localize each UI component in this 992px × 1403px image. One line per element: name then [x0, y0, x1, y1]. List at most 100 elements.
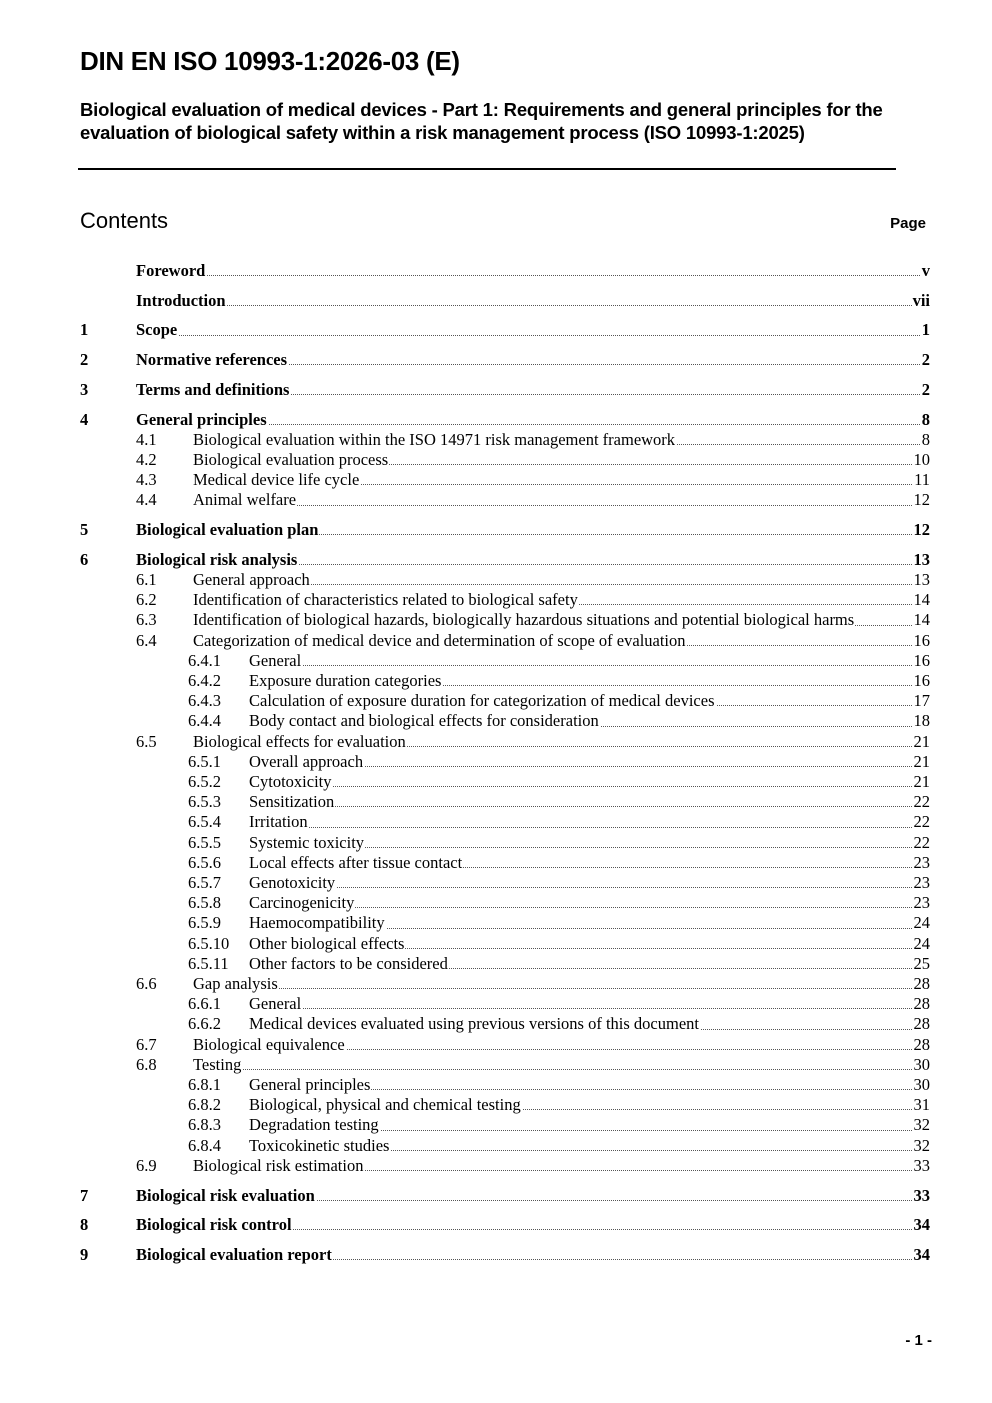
toc-entry-page[interactable]: 33: [912, 1155, 930, 1177]
toc-entry-page[interactable]: 32: [912, 1115, 930, 1136]
toc-entry-page[interactable]: 16: [912, 650, 930, 671]
toc-entry[interactable]: 6.4 Categorization of medical device and …: [80, 630, 930, 651]
toc-entry-title[interactable]: General principles: [249, 1075, 372, 1095]
toc-entry[interactable]: 6.5.6 Local effects after tissue contact 2…: [80, 852, 930, 873]
toc-entry[interactable]: 6.5.7 Genotoxicity 23: [80, 872, 930, 894]
toc-entry[interactable]: 6.5.3 Sensitization 22: [80, 792, 930, 813]
toc-entry-title[interactable]: General: [249, 650, 303, 670]
toc-entry[interactable]: 2 Normative references 2: [80, 350, 930, 371]
toc-entry[interactable]: 6.8 Testing 30: [80, 1054, 930, 1076]
toc-entry-title[interactable]: Sensitization: [249, 792, 336, 812]
toc-entry[interactable]: 6.1 General approach 13: [80, 569, 930, 591]
toc-entry-page[interactable]: 24: [912, 913, 930, 934]
toc-entry-page[interactable]: 12: [912, 520, 930, 541]
toc-entry-page[interactable]: 28: [912, 994, 930, 1015]
toc-entry[interactable]: 6.5.2 Cytotoxicity 21: [80, 771, 930, 793]
toc-entry[interactable]: 6.4.1 General 16: [80, 650, 930, 671]
toc-entry[interactable]: 6.2 Identification of characteristics rel…: [80, 590, 930, 611]
toc-entry-page[interactable]: 18: [912, 711, 930, 732]
toc-entry-title[interactable]: Identification of biological hazards, bi…: [193, 610, 856, 630]
toc-entry[interactable]: 4.3 Medical device life cycle 11: [80, 470, 930, 491]
toc-entry[interactable]: 6.5.11 Other factors to be considered 25: [80, 953, 930, 974]
toc-entry-title[interactable]: Introduction: [136, 290, 227, 310]
toc-entry-title[interactable]: General: [249, 994, 303, 1014]
toc-entry-page[interactable]: 2: [920, 379, 930, 401]
toc-entry-title[interactable]: Other factors to be considered: [249, 953, 449, 973]
toc-entry-page[interactable]: 13: [912, 569, 930, 591]
toc-entry-page[interactable]: 12: [912, 490, 930, 511]
toc-entry-title[interactable]: Biological risk estimation: [193, 1155, 365, 1175]
toc-entry-page[interactable]: v: [920, 261, 930, 282]
toc-entry-title[interactable]: Cytotoxicity: [249, 771, 333, 791]
toc-entry-page[interactable]: 1: [920, 320, 930, 341]
toc-entry-title[interactable]: Local effects after tissue contact: [249, 852, 464, 872]
toc-entry[interactable]: 6.8.2 Biological, physical and chemical t…: [80, 1095, 930, 1116]
toc-entry-title[interactable]: Genotoxicity: [249, 872, 337, 892]
toc-entry[interactable]: 6.7 Biological equivalence 28: [80, 1034, 930, 1055]
toc-entry[interactable]: 6.5.4 Irritation 22: [80, 812, 930, 833]
toc-entry[interactable]: 7 Biological risk evaluation 33: [80, 1185, 930, 1206]
toc-entry[interactable]: 6.8.3 Degradation testing 32: [80, 1115, 930, 1136]
toc-entry[interactable]: 9 Biological evaluation report 34: [80, 1244, 930, 1266]
toc-entry-title[interactable]: Biological, physical and chemical testin…: [249, 1095, 522, 1115]
toc-entry-page[interactable]: 34: [912, 1244, 930, 1266]
toc-entry[interactable]: 6.5 Biological effects for evaluation 21: [80, 731, 930, 752]
toc-entry[interactable]: 6.6 Gap analysis 28: [80, 974, 930, 995]
toc-entry[interactable]: 6.3 Identification of biological hazards,…: [80, 610, 930, 631]
toc-entry-page[interactable]: 25: [912, 953, 930, 974]
toc-entry-title[interactable]: Calculation of exposure duration for cat…: [249, 691, 716, 711]
toc-entry-page[interactable]: 21: [912, 751, 930, 772]
toc-entry[interactable]: Foreword v: [80, 261, 930, 282]
toc-entry-page[interactable]: 34: [912, 1215, 930, 1236]
toc-entry-page[interactable]: 30: [912, 1075, 930, 1096]
toc-entry-page[interactable]: 23: [912, 872, 930, 894]
toc-entry-page[interactable]: 22: [912, 832, 930, 853]
toc-entry-page[interactable]: 2: [920, 350, 930, 371]
toc-entry-title[interactable]: Systemic toxicity: [249, 832, 366, 852]
toc-entry[interactable]: 6.5.5 Systemic toxicity 22: [80, 832, 930, 853]
toc-entry-title[interactable]: Medical device life cycle: [193, 470, 361, 490]
toc-entry-title[interactable]: Testing: [193, 1054, 243, 1074]
toc-entry-page[interactable]: 28: [912, 1034, 930, 1055]
toc-entry[interactable]: 6 Biological risk analysis 13: [80, 549, 930, 570]
toc-entry-title[interactable]: Degradation testing: [249, 1115, 380, 1135]
toc-entry[interactable]: 4.4 Animal welfare 12: [80, 490, 930, 511]
toc-entry-title[interactable]: Terms and definitions: [136, 379, 291, 399]
toc-entry[interactable]: 6.5.9 Haemocompatibility 24: [80, 913, 930, 934]
toc-entry-page[interactable]: 21: [912, 771, 930, 793]
toc-entry[interactable]: 6.5.1 Overall approach 21: [80, 751, 930, 772]
toc-entry[interactable]: 6.8.4 Toxicokinetic studies 32: [80, 1135, 930, 1156]
toc-entry-page[interactable]: 10: [912, 449, 930, 471]
toc-entry-title[interactable]: Toxicokinetic studies: [249, 1135, 391, 1155]
toc-entry-page[interactable]: 16: [912, 670, 930, 692]
toc-entry-page[interactable]: 14: [912, 590, 930, 611]
toc-entry-page[interactable]: 28: [912, 974, 930, 995]
toc-entry-page[interactable]: 31: [912, 1095, 930, 1116]
toc-entry-page[interactable]: 30: [912, 1054, 930, 1076]
toc-entry-title[interactable]: Exposure duration categories: [249, 670, 443, 690]
toc-entry[interactable]: 6.4.4 Body contact and biological effects…: [80, 711, 930, 732]
toc-entry-title[interactable]: Biological risk control: [136, 1215, 293, 1235]
toc-entry-title[interactable]: General principles: [136, 409, 268, 429]
toc-entry-title[interactable]: Overall approach: [249, 751, 365, 771]
toc-entry[interactable]: 6.5.8 Carcinogenicity 23: [80, 893, 930, 914]
toc-entry-title[interactable]: Biological risk evaluation: [136, 1185, 316, 1205]
toc-entry-title[interactable]: Categorization of medical device and det…: [193, 630, 687, 650]
toc-entry-page[interactable]: 16: [912, 630, 930, 651]
toc-entry-page[interactable]: 28: [912, 1014, 930, 1035]
toc-entry[interactable]: 4.1 Biological evaluation within the ISO …: [80, 429, 930, 450]
toc-entry-title[interactable]: Biological evaluation process: [193, 449, 390, 469]
toc-entry-page[interactable]: 21: [912, 731, 930, 752]
toc-entry-title[interactable]: Normative references: [136, 350, 289, 370]
toc-entry-page[interactable]: 8: [920, 429, 930, 450]
toc-entry[interactable]: 6.6.2 Medical devices evaluated using pre…: [80, 1014, 930, 1035]
toc-entry-page[interactable]: 11: [913, 470, 930, 491]
toc-entry-title[interactable]: Biological evaluation plan: [136, 520, 320, 540]
toc-entry[interactable]: Introduction vii: [80, 290, 930, 311]
toc-entry[interactable]: 6.6.1 General 28: [80, 994, 930, 1015]
toc-entry[interactable]: 3 Terms and definitions 2: [80, 379, 930, 401]
toc-entry-title[interactable]: Biological equivalence: [193, 1034, 346, 1054]
toc-entry-page[interactable]: 23: [912, 852, 930, 873]
toc-entry-title[interactable]: Irritation: [249, 812, 309, 832]
toc-entry-page[interactable]: 14: [912, 610, 930, 631]
